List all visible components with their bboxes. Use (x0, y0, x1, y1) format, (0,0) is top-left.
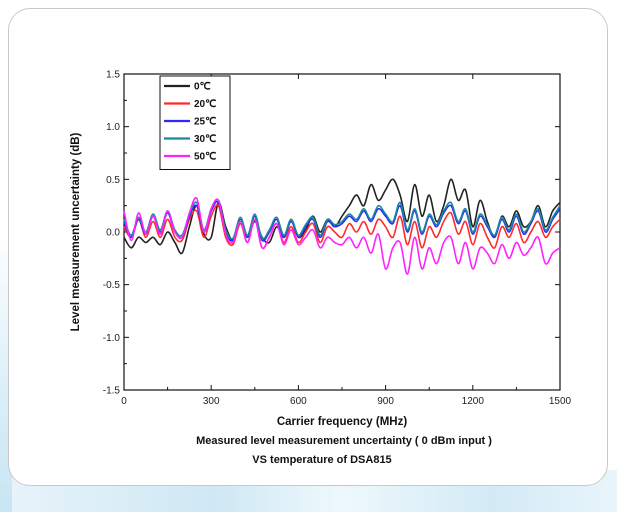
x-tick-label: 300 (203, 396, 220, 407)
series-line-3 (123, 198, 561, 240)
x-axis-title: Carrier frequency (MHz) (277, 416, 408, 428)
legend: 0℃ 20℃ 25℃ 30℃ 50℃ (159, 75, 231, 170)
legend-label: 50℃ (194, 152, 216, 163)
legend-label: 30℃ (194, 134, 216, 145)
x-tick-label: 0 (121, 396, 127, 407)
series-lines (123, 178, 561, 275)
legend-label: 20℃ (194, 99, 216, 110)
series-line-4 (123, 196, 561, 275)
slide-card (8, 8, 608, 486)
y-tick-label: -0.5 (103, 280, 121, 291)
x-tick-label: 1500 (549, 396, 572, 407)
y-tick-label: 0.5 (106, 175, 120, 186)
chart-caption-line1: Measured level measurement uncertainty (… (196, 435, 492, 447)
axes: 0 300 600 900 1200 1500 1.5 1.0 0.5 0.0 -0.5 -1.0 -1… (103, 70, 572, 408)
legend-label: 25℃ (194, 117, 216, 128)
y-axis-title: Level measurement uncertainty (dB) (70, 132, 82, 331)
x-tick-label: 1200 (462, 396, 485, 407)
series-line-1 (123, 204, 561, 250)
series-line-2 (123, 200, 561, 242)
y-tick-label: 0.0 (106, 228, 120, 239)
x-tick-label: 900 (377, 396, 394, 407)
x-tick-label: 600 (290, 396, 307, 407)
y-tick-label: -1.0 (103, 333, 121, 344)
legend-box (159, 75, 231, 170)
chart-caption-line2: VS temperature of DSA815 (252, 454, 391, 466)
legend-label: 0℃ (194, 82, 211, 93)
y-tick-label: -1.5 (103, 386, 121, 397)
y-tick-label: 1.0 (106, 122, 120, 133)
y-tick-label: 1.5 (106, 70, 120, 81)
